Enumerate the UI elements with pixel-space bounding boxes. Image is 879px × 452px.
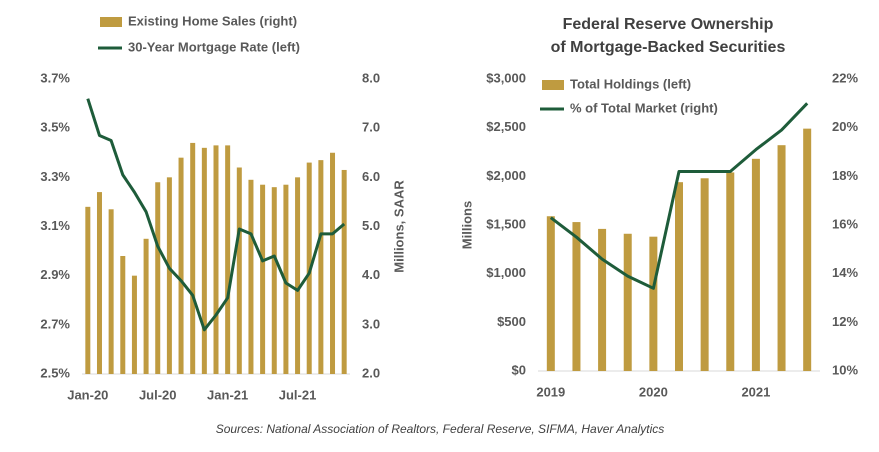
bar bbox=[178, 157, 184, 374]
bar bbox=[248, 179, 254, 374]
legend-label: % of Total Market (right) bbox=[570, 100, 718, 115]
y2-tick-label: 16% bbox=[832, 216, 858, 231]
bar bbox=[700, 178, 709, 371]
bar bbox=[131, 275, 137, 374]
y-tick-label: $2,500 bbox=[486, 119, 526, 134]
x-tick-label: Jul-20 bbox=[139, 387, 177, 402]
chart-title: of Mortgage-Backed Securities bbox=[551, 39, 786, 56]
bar bbox=[155, 182, 161, 374]
bar bbox=[649, 236, 658, 371]
y2-tick-label: 18% bbox=[832, 168, 858, 183]
y2-tick-label: 20% bbox=[832, 119, 858, 134]
bar bbox=[803, 128, 812, 371]
y2-tick-label: 8.0 bbox=[362, 70, 380, 85]
y2-tick-label: 4.0 bbox=[362, 267, 380, 282]
bar bbox=[341, 169, 347, 374]
y2-axis-title: Millions, SAAR bbox=[391, 180, 406, 273]
legend-label: 30-Year Mortgage Rate (left) bbox=[128, 39, 300, 54]
x-tick-label: Jan-21 bbox=[207, 387, 248, 402]
source-note: Sources: National Association of Realtor… bbox=[216, 422, 665, 436]
y-tick-label: 3.5% bbox=[40, 120, 70, 135]
chart-title: Federal Reserve Ownership bbox=[563, 16, 774, 33]
y-tick-label: $500 bbox=[497, 314, 526, 329]
y2-tick-label: 22% bbox=[832, 70, 858, 85]
x-tick-label: 2021 bbox=[741, 384, 770, 399]
bar bbox=[143, 238, 149, 374]
bar bbox=[572, 222, 581, 371]
y2-tick-label: 3.0 bbox=[362, 316, 380, 331]
bar bbox=[726, 172, 735, 371]
y2-tick-label: 14% bbox=[832, 265, 858, 280]
bar bbox=[96, 192, 102, 374]
y-tick-label: 3.7% bbox=[40, 70, 70, 85]
legend-swatch bbox=[100, 17, 122, 27]
y-tick-label: 2.9% bbox=[40, 267, 70, 282]
bar bbox=[598, 228, 607, 371]
line bbox=[86, 98, 346, 332]
bar bbox=[85, 206, 91, 374]
bar bbox=[213, 145, 219, 374]
bar bbox=[271, 187, 277, 374]
bar bbox=[751, 158, 760, 371]
y2-tick-label: 6.0 bbox=[362, 169, 380, 184]
bar bbox=[623, 233, 632, 371]
bar bbox=[318, 160, 324, 374]
legend-swatch bbox=[542, 80, 564, 90]
legend-label: Total Holdings (left) bbox=[570, 76, 691, 91]
bar bbox=[225, 145, 231, 374]
x-tick-label: Jan-20 bbox=[67, 387, 108, 402]
y-tick-label: $0 bbox=[512, 362, 526, 377]
bar bbox=[236, 167, 242, 374]
legend-label: Existing Home Sales (right) bbox=[128, 13, 297, 28]
y-tick-label: 2.7% bbox=[40, 316, 70, 331]
bar bbox=[108, 209, 114, 374]
y2-tick-label: 5.0 bbox=[362, 218, 380, 233]
y-tick-label: $1,000 bbox=[486, 265, 526, 280]
y-tick-label: 3.1% bbox=[40, 218, 70, 233]
y2-tick-label: 10% bbox=[832, 362, 858, 377]
bar bbox=[330, 152, 336, 374]
bar bbox=[675, 182, 683, 371]
line bbox=[549, 102, 809, 290]
y2-tick-label: 2.0 bbox=[362, 365, 380, 380]
y-tick-label: $1,500 bbox=[486, 216, 526, 231]
bar bbox=[190, 142, 196, 374]
bar bbox=[120, 256, 126, 374]
y-tick-label: 3.3% bbox=[40, 169, 70, 184]
bar bbox=[260, 184, 266, 374]
bar bbox=[166, 177, 172, 374]
x-tick-label: Jul-21 bbox=[279, 387, 317, 402]
x-tick-label: 2020 bbox=[639, 384, 668, 399]
y-tick-label: $2,000 bbox=[486, 168, 526, 183]
y-tick-label: $3,000 bbox=[486, 70, 526, 85]
x-tick-label: 2019 bbox=[536, 384, 565, 399]
bar bbox=[201, 147, 207, 374]
bar bbox=[777, 145, 786, 371]
y2-tick-label: 7.0 bbox=[362, 120, 380, 135]
bar bbox=[546, 216, 555, 371]
bar bbox=[295, 177, 301, 374]
y-tick-label: 2.5% bbox=[40, 365, 70, 380]
y-axis-title: Millions bbox=[459, 201, 474, 249]
y2-tick-label: 12% bbox=[832, 314, 858, 329]
